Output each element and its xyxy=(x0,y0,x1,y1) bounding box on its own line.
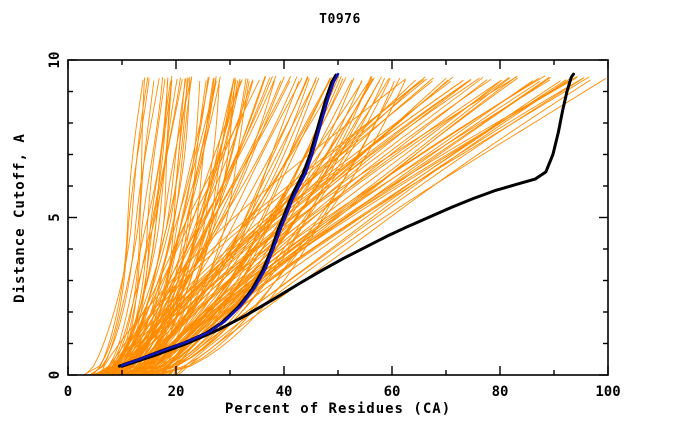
ensemble-curve xyxy=(123,79,464,376)
ensemble-curve xyxy=(109,75,277,376)
ensemble-curve xyxy=(160,76,552,376)
ensemble-curve xyxy=(95,80,155,376)
ensemble-curve xyxy=(108,76,273,376)
x-tick-label: 60 xyxy=(384,384,401,400)
x-tick-label: 20 xyxy=(168,384,185,400)
ensemble-curve xyxy=(123,78,235,376)
ensemble-curve xyxy=(172,75,578,376)
reference-black-right xyxy=(120,72,575,368)
x-tick-label: 40 xyxy=(276,384,293,400)
ensemble-curve xyxy=(100,76,164,376)
ensemble-curve xyxy=(104,78,186,376)
ensemble-curve xyxy=(106,76,191,376)
ensemble-curve xyxy=(126,81,330,376)
ensemble-curve xyxy=(154,79,406,376)
ensemble-curve xyxy=(112,77,434,376)
ensemble-curve xyxy=(91,78,160,376)
ensemble-curve xyxy=(175,77,607,376)
ensemble-curve xyxy=(114,79,425,376)
ensemble-curve xyxy=(100,79,183,376)
ensemble-curve xyxy=(124,76,454,376)
ensemble-curve xyxy=(109,80,282,376)
ensemble-curve xyxy=(92,79,144,376)
ensemble-curve xyxy=(150,77,540,376)
ensemble-curve xyxy=(142,81,363,376)
ensemble-curve xyxy=(106,80,420,376)
x-axis-title: Percent of Residues (CA) xyxy=(225,401,451,417)
ensemble-curve xyxy=(177,79,591,376)
ensemble-curve xyxy=(108,77,209,376)
ensemble-curve xyxy=(89,77,146,376)
ensemble-curve xyxy=(120,80,291,376)
ensemble-curve xyxy=(141,80,381,376)
x-tick-label: 0 xyxy=(64,384,72,400)
axis-frame xyxy=(67,59,609,376)
ensemble-curve xyxy=(112,77,303,376)
ensemble-curve xyxy=(99,79,260,376)
ensemble-curve xyxy=(104,80,254,376)
highlight-curves xyxy=(117,72,575,368)
ensemble-curve xyxy=(99,78,406,376)
ensemble-curve xyxy=(104,79,416,376)
x-tick-label: 100 xyxy=(595,384,620,400)
ensemble-curve xyxy=(142,79,503,376)
ensemble-curve xyxy=(105,76,266,376)
axis-tick-labels: 0 20 40 60 80 100 0 5 10 xyxy=(47,52,621,400)
prediction-ensemble-lines xyxy=(83,75,607,376)
ensemble-curve xyxy=(140,80,501,376)
ensemble-curve xyxy=(134,79,488,376)
ensemble-curve xyxy=(97,79,243,376)
ensemble-curve xyxy=(108,76,217,376)
y-tick-label: 0 xyxy=(47,371,63,379)
ensemble-curve xyxy=(143,77,510,376)
ensemble-curve xyxy=(123,77,320,376)
ensemble-curve xyxy=(117,79,217,376)
ensemble-curve xyxy=(142,77,511,376)
y-axis-title: Distance Cutoff, A xyxy=(12,133,28,303)
ensemble-curve xyxy=(98,80,173,376)
y-tick-label: 10 xyxy=(47,52,63,69)
ensemble-curve xyxy=(136,77,355,376)
x-tick-label: 80 xyxy=(492,384,509,400)
ensemble-curve xyxy=(139,77,484,376)
ensemble-curve xyxy=(163,76,578,376)
ensemble-curve xyxy=(128,80,250,376)
chart-title: T0976 xyxy=(319,12,361,27)
ensemble-curve xyxy=(110,76,426,376)
ensemble-curve xyxy=(144,76,518,376)
y-tick-label: 5 xyxy=(47,213,63,221)
ensemble-curve xyxy=(120,80,235,376)
ensemble-curve xyxy=(160,79,551,376)
ensemble-curve xyxy=(162,80,569,376)
ensemble-curve xyxy=(84,76,149,376)
best-model-blue xyxy=(120,72,340,367)
